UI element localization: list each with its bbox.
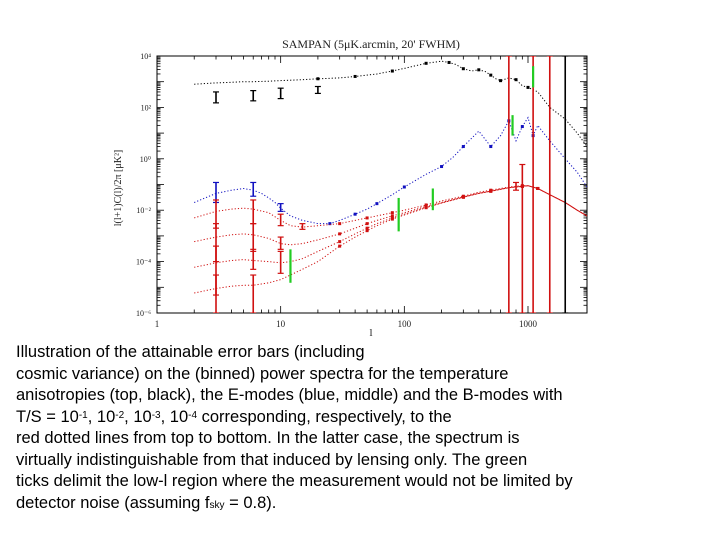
series-point — [440, 165, 444, 169]
y-tick-label: 10⁻² — [136, 206, 151, 215]
series-point — [489, 73, 493, 77]
series-point — [365, 226, 369, 230]
caption-line-7: ticks delimit the low-l region where the… — [16, 472, 573, 490]
chart-figure: SAMPAN (5μK.arcmin, 20' FWHM) 1 10 100 1000… — [95, 18, 612, 370]
series-point — [338, 240, 342, 244]
caption-line-4-exponent: -1 — [78, 409, 88, 421]
series-point — [390, 214, 394, 218]
series-point — [365, 229, 369, 233]
caption-line-4-exponent: -2 — [115, 409, 125, 421]
axes: 1 10 100 1000 10⁴ 10² 10⁰ 10⁻² 10⁻⁴ 10⁻⁶ — [136, 52, 588, 329]
green-ticks-group — [289, 66, 535, 283]
x-tick-label: 1000 — [519, 319, 538, 329]
caption-line-8-part: = 0.8). — [224, 493, 277, 512]
caption-line-4-exponent: -3 — [151, 409, 161, 421]
series-point — [447, 60, 451, 64]
series-point — [536, 186, 540, 190]
series-point — [338, 222, 342, 226]
caption-line-8: detector noise (assuming fsky = 0.8). — [16, 493, 676, 515]
series-point — [316, 77, 320, 81]
caption-line-2: cosmic variance) on the (binned) power s… — [16, 364, 509, 383]
series-point — [461, 67, 465, 71]
error-bars-group — [213, 56, 569, 313]
series-point — [390, 69, 394, 73]
y-tick-label: 10⁻⁶ — [136, 309, 151, 318]
series-point — [353, 212, 357, 216]
series-point — [461, 145, 465, 149]
series-point — [489, 145, 493, 149]
series-line-2 — [194, 116, 587, 225]
caption-line-4-part: , 10 — [124, 407, 152, 426]
caption-line-6: virtually indistinguishable from that in… — [16, 450, 528, 469]
series-point — [390, 217, 394, 221]
series-point — [526, 85, 530, 89]
series-group — [194, 60, 587, 294]
caption-line-1: Illustration of the attainable error bar… — [16, 342, 676, 364]
series-point — [328, 222, 332, 226]
series-point — [402, 185, 406, 189]
caption-line-8-subscript: sky — [209, 499, 225, 511]
series-point — [353, 74, 357, 78]
x-tick-label: 10 — [276, 319, 286, 329]
figure-caption: Illustration of the attainable error bar… — [16, 342, 676, 514]
caption-line-4-part: T/S = 10 — [16, 407, 79, 426]
caption-line-4-part: , 10 — [87, 407, 116, 426]
caption-line-3: anisotropies (top, black), the E-modes (… — [16, 386, 563, 404]
series-point — [365, 216, 369, 220]
x-tick-label: 100 — [398, 319, 412, 329]
series-point — [489, 189, 493, 193]
y-axis-label: l(l+1)C(l)/2π [μK²] — [113, 150, 124, 227]
caption-line-8-part: detector noise (assuming f — [16, 493, 210, 512]
series-point — [424, 61, 428, 65]
chart-svg: SAMPAN (5μK.arcmin, 20' FWHM) 1 10 100 1000… — [113, 37, 588, 339]
caption-line-4: T/S = 10-1, 10-2, 10-3, 10-4 correspondi… — [16, 407, 676, 429]
series-point — [514, 78, 518, 82]
series-point — [477, 68, 481, 72]
series-line-1 — [194, 60, 587, 147]
x-tick-label: 1 — [155, 319, 160, 329]
caption-line-1-text: Illustration of the attainable error bar… — [16, 343, 365, 361]
y-tick-label: 10⁴ — [140, 52, 151, 61]
y-tick-label: 10⁰ — [140, 155, 151, 164]
caption-line-5: red dotted lines from top to bottom. In … — [16, 429, 520, 447]
series-point — [338, 244, 342, 248]
series-point — [365, 222, 369, 226]
y-tick-label: 10⁻⁴ — [136, 258, 151, 267]
caption-line-4-exponent: -4 — [188, 409, 198, 421]
x-axis-label: l — [369, 327, 372, 339]
series-point — [499, 79, 503, 83]
series-point — [338, 232, 342, 236]
y-tick-label: 10² — [141, 103, 152, 112]
caption-line-4-part: corresponding, respectively, to the — [197, 407, 452, 426]
series-point — [461, 195, 465, 199]
series-point — [424, 206, 428, 210]
series-point — [390, 211, 394, 215]
series-point — [520, 125, 524, 129]
chart-title: SAMPAN (5μK.arcmin, 20' FWHM) — [282, 37, 460, 51]
series-point — [375, 202, 379, 206]
caption-line-4-part: , 10 — [160, 407, 189, 426]
